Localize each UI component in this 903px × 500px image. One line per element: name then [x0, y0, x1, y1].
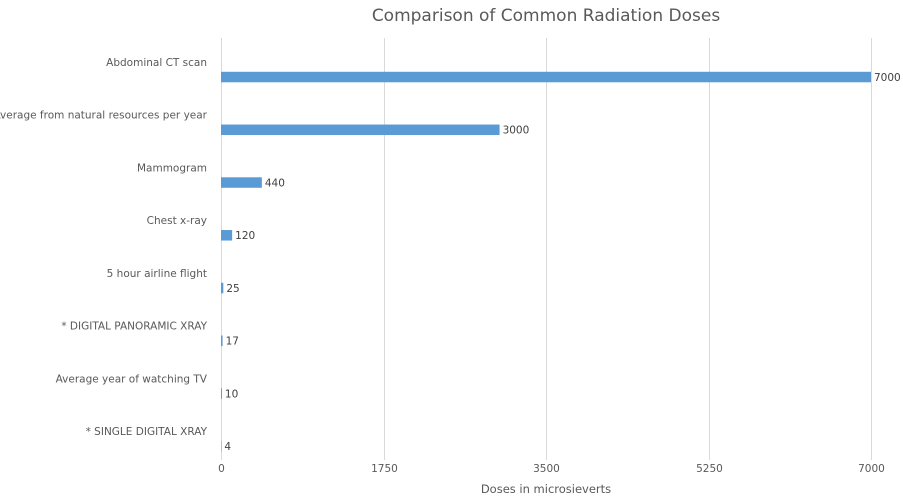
gridlines — [221, 38, 872, 460]
category-label: Average from natural resources per year — [0, 110, 208, 122]
bar — [221, 335, 223, 347]
category-label: Abdominal CT scan — [106, 57, 207, 69]
x-tick-label: 1750 — [371, 463, 398, 475]
bar — [221, 124, 500, 136]
bar — [221, 388, 222, 399]
category-label: 5 hour airline flight — [107, 268, 207, 280]
data-label: 120 — [235, 230, 255, 242]
x-tick-labels: 0 1750 3500 5250 7000 — [218, 463, 885, 475]
bar — [221, 230, 233, 241]
category-label: Mammogram — [137, 162, 207, 174]
bars — [221, 71, 871, 452]
data-label: 17 — [226, 336, 239, 348]
x-axis-title: Doses in microsieverts — [481, 482, 611, 496]
x-tick-label: 3500 — [533, 463, 560, 475]
category-labels: Abdominal CT scan Average from natural re… — [0, 57, 208, 438]
data-label: 440 — [265, 177, 285, 189]
bar — [221, 282, 224, 294]
data-label: 7000 — [874, 72, 901, 84]
data-label: 25 — [226, 283, 239, 295]
x-tick-label: 5250 — [696, 463, 723, 475]
data-label: 10 — [225, 388, 238, 400]
bar — [221, 177, 262, 188]
category-label: Average year of watching TV — [56, 373, 208, 385]
data-labels: 7000 3000 440 120 25 17 10 4 — [224, 72, 900, 453]
data-label: 3000 — [503, 125, 530, 137]
x-tick-label: 0 — [218, 463, 225, 475]
data-label: 4 — [224, 441, 231, 453]
category-label: Chest x-ray — [147, 215, 207, 227]
bar — [221, 71, 871, 83]
chart-title: Comparison of Common Radiation Doses — [372, 6, 721, 26]
category-label: * SINGLE DIGITAL XRAY — [86, 426, 208, 438]
category-label: * DIGITAL PANORAMIC XRAY — [61, 321, 207, 333]
x-tick-label: 7000 — [858, 463, 885, 475]
